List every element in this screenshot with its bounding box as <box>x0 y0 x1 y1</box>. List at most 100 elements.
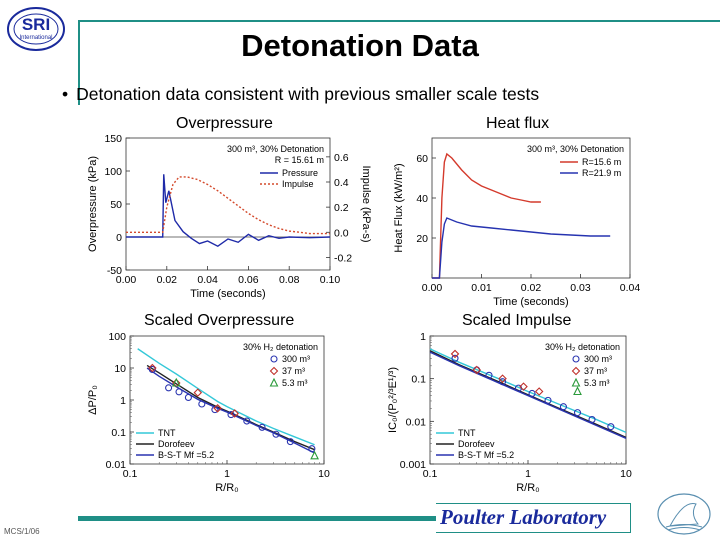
legend-label: 300 m³ <box>584 354 612 364</box>
bullet-point: • Detonation data consistent with previou… <box>62 82 539 106</box>
y-tick-label: 60 <box>416 153 428 165</box>
data-point <box>198 400 206 408</box>
data-point <box>534 387 544 396</box>
x-tick-label: 0.08 <box>279 274 300 286</box>
x-tick-label: 0.03 <box>570 282 591 294</box>
data-point <box>499 378 507 386</box>
series-line <box>126 174 331 248</box>
plot-area <box>429 335 627 465</box>
data-point <box>485 371 493 379</box>
x-tick-label: 0.1 <box>423 468 438 480</box>
data-point <box>573 409 582 417</box>
data-point <box>272 430 280 438</box>
legend-swatch <box>571 366 581 376</box>
y2-axis-label: Impulse (kPa-s) <box>360 165 372 242</box>
data-point <box>243 417 251 425</box>
data-point <box>211 406 219 414</box>
y-axis-label: Overpressure (kPa) <box>87 156 99 252</box>
y-tick-label: 150 <box>104 133 122 145</box>
data-point <box>213 404 222 413</box>
x-tick-label: 0.1 <box>123 468 138 480</box>
slide-title: Detonation Data <box>241 28 479 63</box>
y-tick-label: 0 <box>116 232 122 244</box>
x-tick-label: 1 <box>224 468 230 480</box>
legend-label: R=21.9 m <box>582 168 621 178</box>
data-point <box>258 423 266 431</box>
series-line <box>429 348 627 434</box>
x-tick-label: 10 <box>318 468 330 480</box>
legend-label: TNT <box>158 428 176 438</box>
x-tick-label: 0.00 <box>422 282 443 294</box>
y-axis-label: Heat Flux (kW/m²) <box>393 163 405 252</box>
x-tick-label: 0.10 <box>320 274 341 286</box>
chart-annotation: 30% H₂ detonation <box>545 342 620 352</box>
legend-label: Pressure <box>282 168 318 178</box>
legend-label: B-S-T Mf =5.2 <box>458 450 514 460</box>
data-point <box>559 403 567 411</box>
data-point <box>148 363 157 373</box>
y2-tick-label: 0.0 <box>334 227 349 239</box>
label-scaled-impulse: Scaled Impulse <box>462 312 572 329</box>
data-point <box>607 423 615 431</box>
legend-swatch <box>269 366 279 376</box>
y-tick-label: 20 <box>416 233 428 245</box>
heatflux-chart: 0.00 0.01 0.02 0.03 0.04 20 40 60 Time (seconds)… <box>393 137 641 308</box>
data-point <box>472 365 482 375</box>
series-line <box>146 367 315 454</box>
y-tick-label: 0.1 <box>111 427 126 439</box>
label-heatflux: Heat flux <box>486 115 550 132</box>
legend-label: 5.3 m³ <box>584 378 610 388</box>
series-line <box>146 364 315 451</box>
y-tick-label: 50 <box>110 199 122 211</box>
data-point <box>148 365 156 374</box>
legend-swatch <box>572 355 580 363</box>
y2-tick-label: 0.2 <box>334 202 349 214</box>
data-point <box>519 382 528 391</box>
plot-area <box>125 137 331 271</box>
logo-subtext: International <box>19 35 52 41</box>
x-axis-label: R/R₀ <box>215 482 239 494</box>
legend-swatch <box>269 377 279 387</box>
y-tick-label: 100 <box>104 166 122 178</box>
legend-label: 5.3 m³ <box>282 378 308 388</box>
plot-area <box>431 137 631 279</box>
top-rule <box>78 20 720 22</box>
legend-label: Impulse <box>282 179 314 189</box>
x-tick-label: 0.04 <box>620 282 641 294</box>
chart-annotation: 30% H₂ detonation <box>243 342 318 352</box>
series-line <box>432 217 611 279</box>
left-rule <box>78 20 80 105</box>
data-point <box>588 416 596 424</box>
y2-tick-label: 0.6 <box>334 152 349 164</box>
x-tick-label: 0.02 <box>521 282 542 294</box>
data-point <box>450 349 460 359</box>
data-point <box>308 445 316 453</box>
y-tick-label: 0.1 <box>411 374 426 386</box>
x-tick-label: 0.00 <box>116 274 137 286</box>
x-tick-label: 10 <box>620 468 632 480</box>
data-point <box>193 388 203 397</box>
data-point <box>498 374 507 383</box>
y-tick-label: 40 <box>416 193 428 205</box>
label-overpressure: Overpressure <box>176 115 273 132</box>
y-axis-label: ΔP/P₀ <box>87 385 99 415</box>
x-tick-label: 0.06 <box>238 274 259 286</box>
poulter-logo <box>657 493 711 535</box>
data-point <box>573 386 582 396</box>
legend-swatch <box>270 355 278 363</box>
data-point <box>227 411 235 419</box>
data-point <box>451 354 459 362</box>
data-point <box>165 384 173 392</box>
y-tick-label: 0.01 <box>106 459 127 471</box>
y2-tick-label: 0.4 <box>334 177 349 189</box>
series-line <box>429 351 627 439</box>
sri-logo: SRI International <box>7 7 65 51</box>
data-point <box>184 393 192 402</box>
bottom-rule <box>78 516 436 521</box>
chart-annotation: 300 m³, 30% Detonation <box>227 144 324 154</box>
x-axis-label: Time (seconds) <box>493 296 568 308</box>
footer-lab-name: Poulter Laboratory <box>440 505 607 529</box>
series-line <box>137 348 315 446</box>
legend-label: 300 m³ <box>282 354 310 364</box>
logo-text: SRI <box>22 15 50 34</box>
